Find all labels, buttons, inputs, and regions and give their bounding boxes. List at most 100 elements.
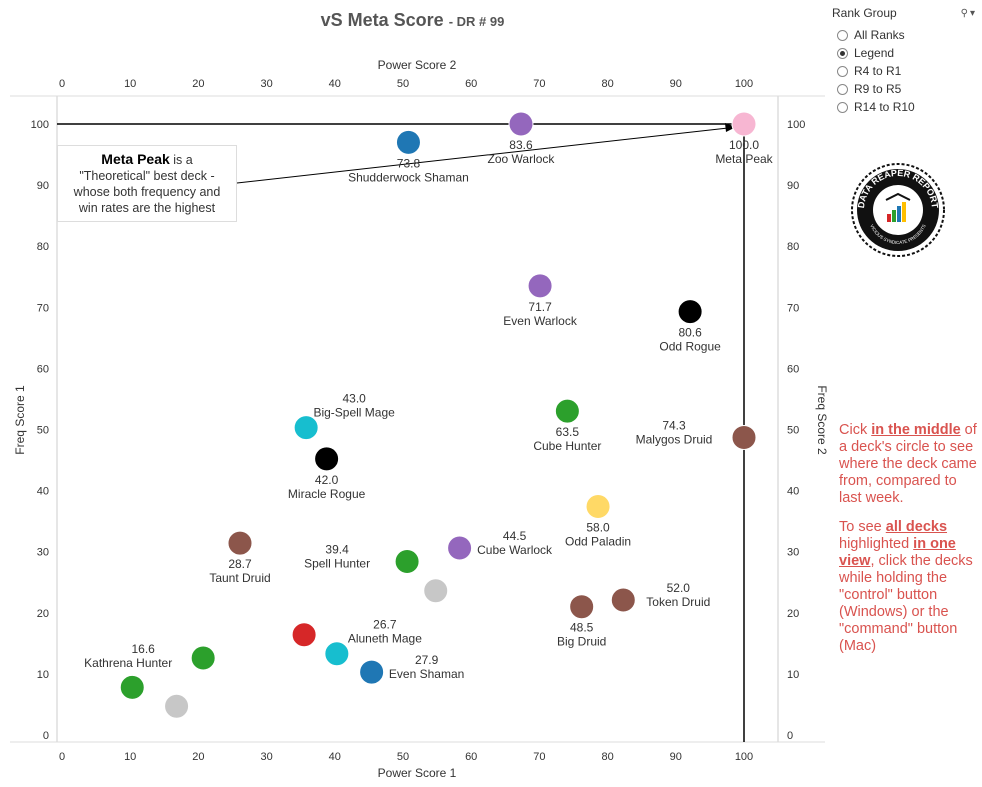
deck-point[interactable] <box>395 129 421 155</box>
deck-score-label: 63.5 <box>556 425 580 439</box>
rank-option-r14-r10[interactable]: R14 to R10 <box>837 98 977 116</box>
y-right-tick-label: 20 <box>787 608 799 620</box>
x-top-axis-label: Power Score 2 <box>378 58 457 72</box>
deck-name-label: Cube Hunter <box>533 439 601 453</box>
deck-point[interactable] <box>677 299 703 325</box>
x-top-tick-label: 70 <box>533 78 545 90</box>
deck-point[interactable] <box>554 398 580 424</box>
radio-icon[interactable] <box>837 29 848 41</box>
deck-score-label: 80.6 <box>678 326 702 340</box>
deck-name-label: Cube Warlock <box>477 543 553 557</box>
deck-name-label: Kathrena Hunter <box>84 656 172 670</box>
deck-point[interactable] <box>190 645 216 671</box>
deck-point[interactable] <box>293 415 319 441</box>
annotation-arrow-line <box>236 127 729 184</box>
deck-point[interactable] <box>731 111 757 137</box>
deck-point[interactable] <box>508 111 534 137</box>
deck-point[interactable] <box>569 594 595 620</box>
deck-point[interactable] <box>119 674 145 700</box>
meta-peak-annotation: Meta Peak is a "Theoretical" best deck -… <box>57 145 237 222</box>
deck-point[interactable] <box>527 273 553 299</box>
data-reaper-logo: DATA REAPER REPORT VICIOUS SYNDICATE PRE… <box>851 163 945 257</box>
deck-name-label: Shudderwock Shaman <box>348 170 469 184</box>
deck-score-label: 48.5 <box>570 621 594 635</box>
deck-score-label: 26.7 <box>373 618 397 632</box>
deck-score-label: 44.5 <box>503 529 527 543</box>
annotation-bold: Meta Peak <box>101 151 170 167</box>
y-right-axis-label: Freq Score 2 <box>815 385 829 455</box>
deck-point[interactable] <box>423 578 449 604</box>
deck-point[interactable] <box>291 622 317 648</box>
y-left-axis-label: Freq Score 1 <box>13 385 27 455</box>
deck-point[interactable] <box>164 693 190 719</box>
y-left-tick-label: 60 <box>37 363 49 375</box>
deck-point[interactable] <box>324 641 350 667</box>
deck-score-label: 100.0 <box>729 138 759 152</box>
y-left-tick-label: 10 <box>37 669 49 681</box>
deck-point[interactable] <box>447 535 473 561</box>
deck-name-label: Big Druid <box>557 635 606 649</box>
dropdown-icon[interactable]: ▾ <box>969 7 977 19</box>
y-left-tick-label: 90 <box>37 180 49 192</box>
title-sub: - DR # 99 <box>448 14 505 29</box>
deck-point[interactable] <box>359 659 385 685</box>
y-left-tick-label: 0 <box>43 730 49 742</box>
annotation-text-1: is a <box>169 153 193 167</box>
x-top-tick-label: 80 <box>601 78 613 90</box>
help-paragraph-1: Cick in the middle of a deck's circle to… <box>839 422 977 506</box>
deck-name-label: Taunt Druid <box>209 571 270 585</box>
x-bottom-tick-label: 70 <box>533 751 545 763</box>
radio-selected-icon[interactable] <box>837 47 848 59</box>
rank-group-label: Rank Group <box>832 6 897 20</box>
y-right-tick-label: 60 <box>787 363 799 375</box>
x-top-tick-label: 0 <box>59 78 65 90</box>
deck-point[interactable] <box>731 424 757 450</box>
y-right-tick-label: 10 <box>787 669 799 681</box>
rank-option-label: Legend <box>854 46 895 60</box>
help-link-middle: in the middle <box>871 422 961 438</box>
deck-name-label: Aluneth Mage <box>348 632 422 646</box>
deck-score-label: 58.0 <box>586 520 610 534</box>
y-right-tick-label: 70 <box>787 302 799 314</box>
deck-point[interactable] <box>394 548 420 574</box>
deck-name-label: Token Druid <box>646 595 710 609</box>
help-paragraph-2: To see all decks highlighted in one view… <box>839 519 973 654</box>
y-left-tick-label: 20 <box>37 608 49 620</box>
deck-point[interactable] <box>314 446 340 472</box>
deck-point[interactable] <box>610 587 636 613</box>
x-top-tick-label: 30 <box>260 78 272 90</box>
radio-icon[interactable] <box>837 65 848 77</box>
radio-icon[interactable] <box>837 83 848 95</box>
deck-name-label: Miracle Rogue <box>288 487 366 501</box>
annotation-text-4: win rates are the highest <box>78 201 216 215</box>
rank-option-legend[interactable]: Legend <box>837 44 977 62</box>
y-right-tick-label: 80 <box>787 241 799 253</box>
deck-point[interactable] <box>585 493 611 519</box>
rank-option-r4-r1[interactable]: R4 to R1 <box>837 62 977 80</box>
rank-option-label: R4 to R1 <box>854 64 902 78</box>
deck-score-label: 43.0 <box>342 392 366 406</box>
deck-point[interactable] <box>227 530 253 556</box>
x-bottom-tick-label: 40 <box>329 751 341 763</box>
x-top-tick-label: 100 <box>735 78 753 90</box>
annotation-arrow-head <box>725 123 736 132</box>
radio-icon[interactable] <box>837 101 848 113</box>
deck-score-label: 73.8 <box>397 156 421 170</box>
rank-option-r9-r5[interactable]: R9 to R5 <box>837 80 977 98</box>
deck-name-label: Malygos Druid <box>636 432 713 446</box>
y-right-tick-label: 50 <box>787 425 799 437</box>
rank-option-all-ranks[interactable]: All Ranks <box>837 26 977 44</box>
y-left-tick-label: 30 <box>37 547 49 559</box>
rank-group-filter: Rank Group ⚲▾ All Ranks Legend R4 to R1 … <box>832 6 977 116</box>
x-top-tick-label: 90 <box>670 78 682 90</box>
x-bottom-tick-label: 60 <box>465 751 477 763</box>
x-bottom-tick-label: 0 <box>59 751 65 763</box>
y-right-tick-label: 100 <box>787 119 805 131</box>
deck-name-label: Odd Rogue <box>659 340 721 354</box>
search-icon[interactable]: ⚲ <box>960 7 970 19</box>
deck-score-label: 42.0 <box>315 473 339 487</box>
help-instructions: Cick in the middle of a deck's circle to… <box>839 422 981 667</box>
rank-option-label: All Ranks <box>854 28 905 42</box>
deck-score-label: 74.3 <box>662 418 686 432</box>
